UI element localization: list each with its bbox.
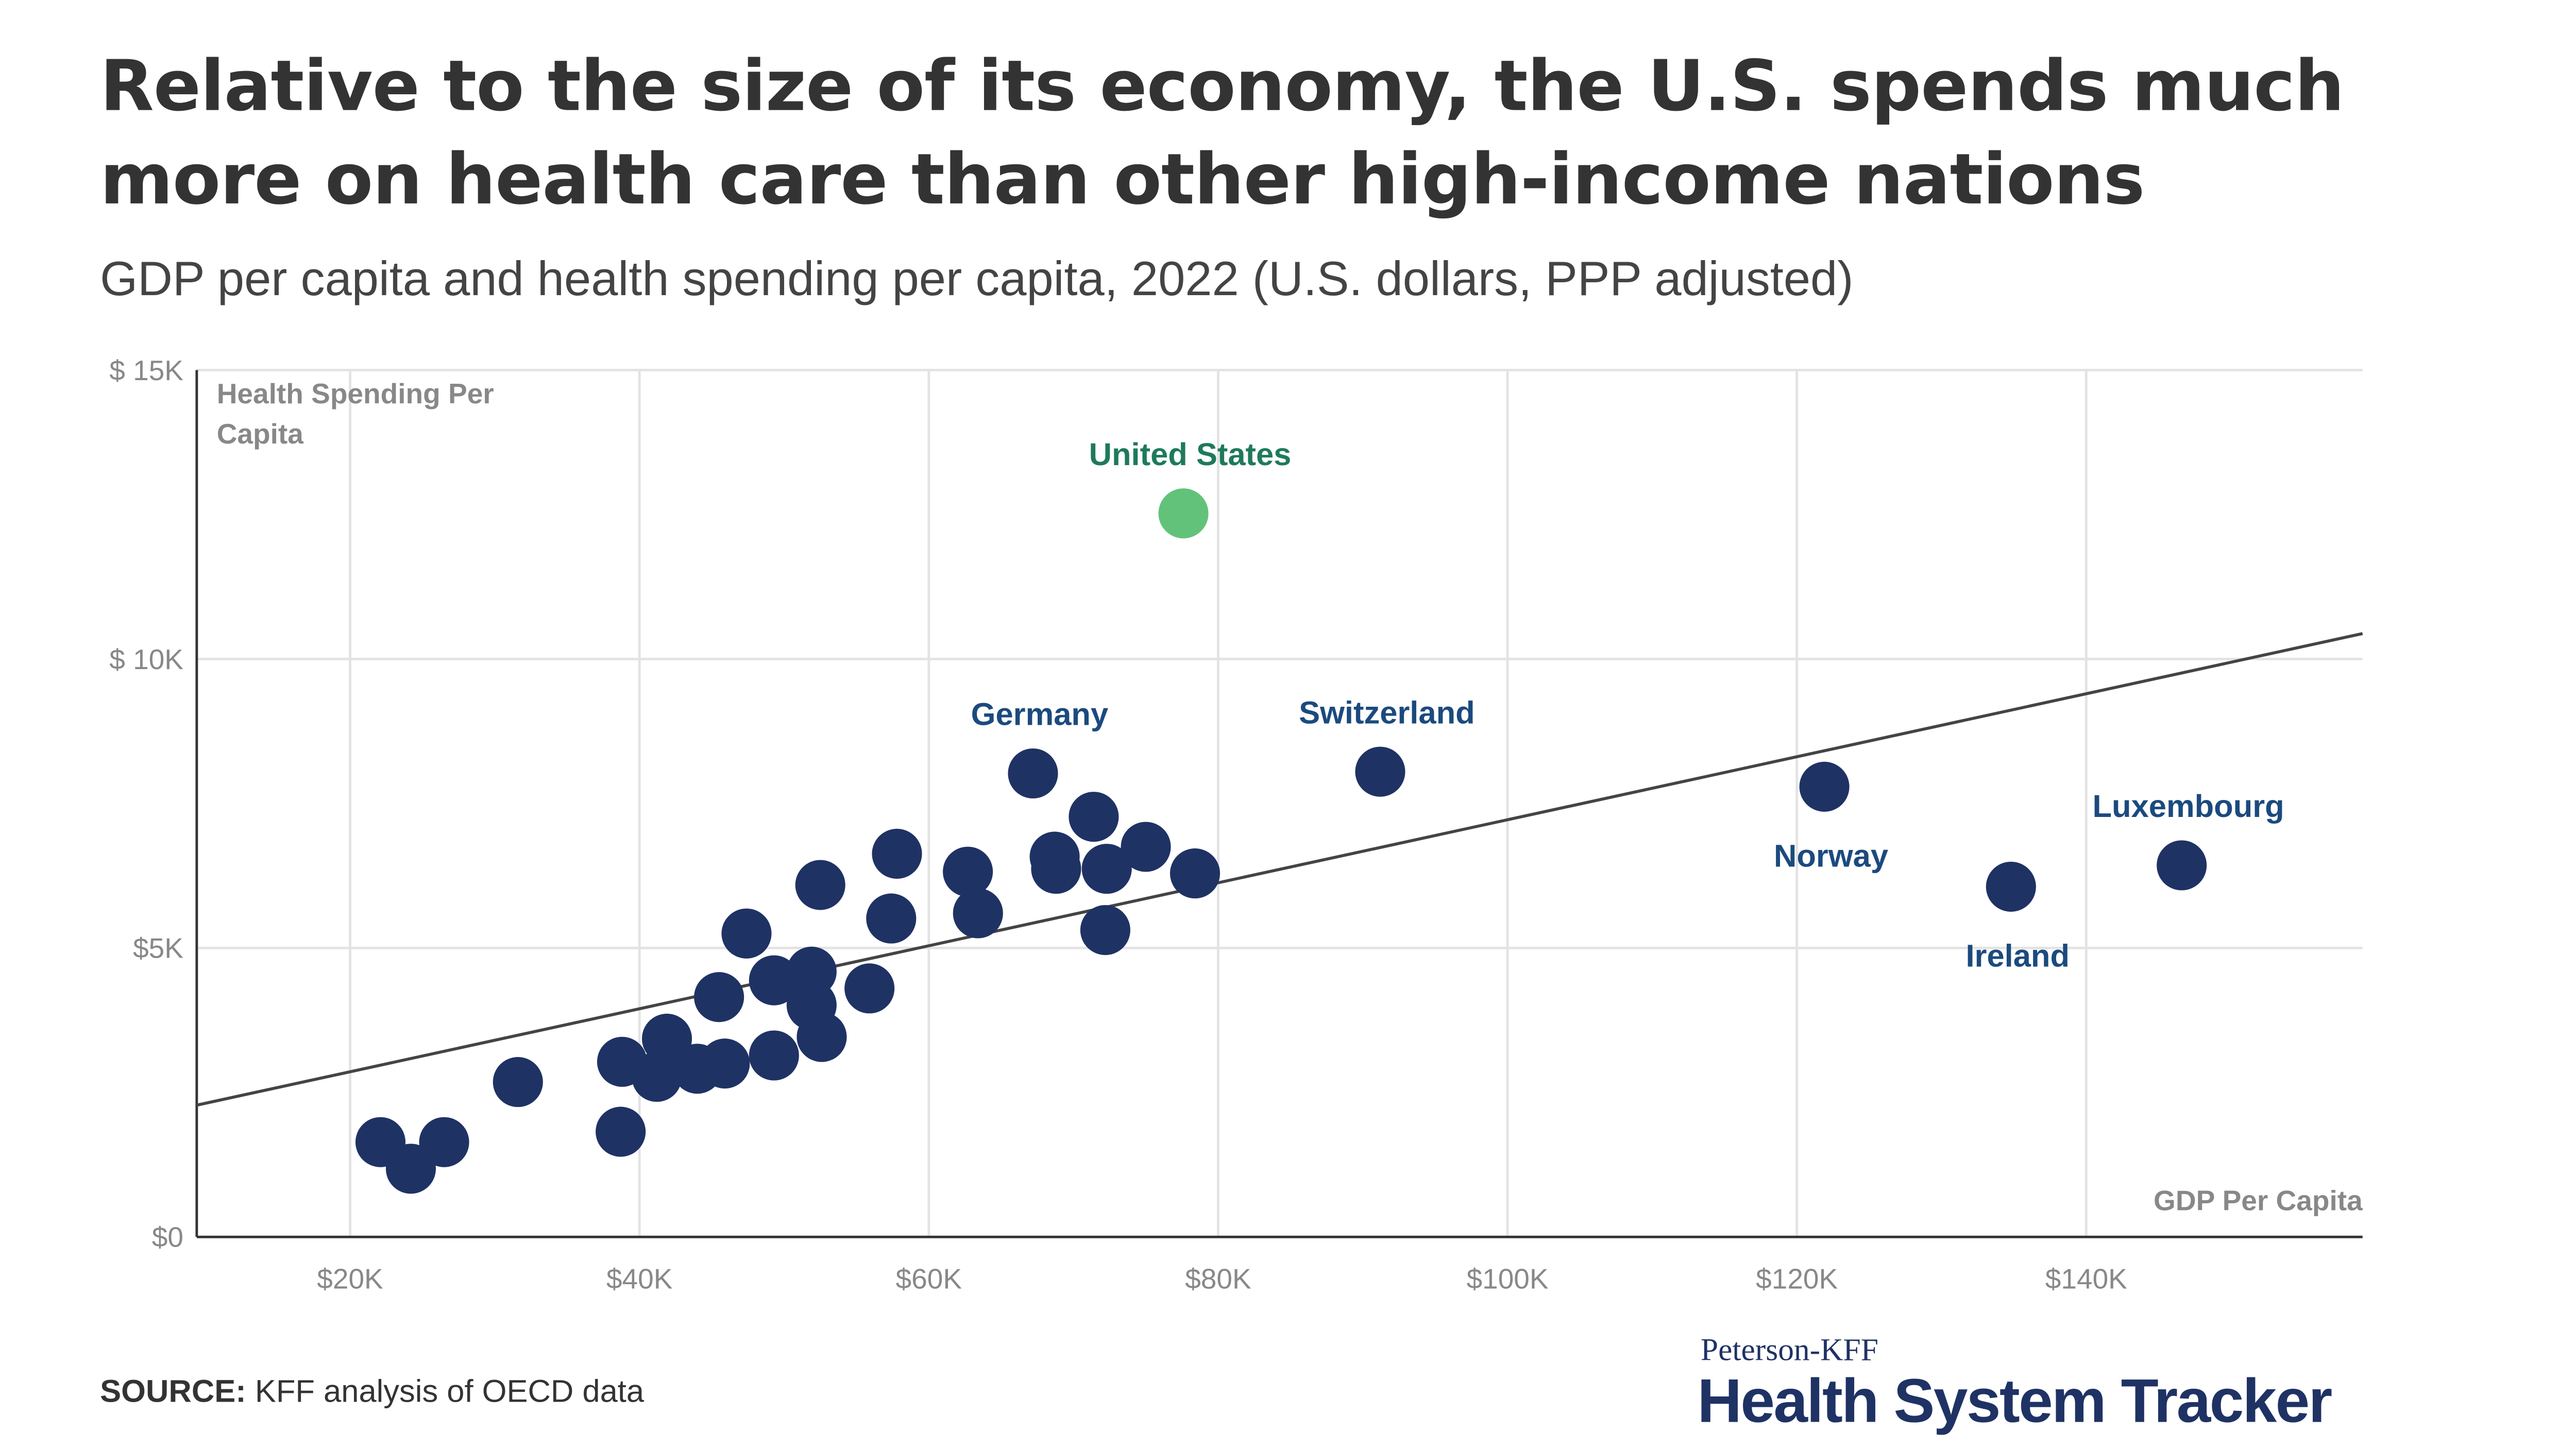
point-label: United States	[1089, 437, 1292, 472]
point	[943, 846, 993, 897]
point	[1069, 792, 1119, 842]
point	[1170, 848, 1221, 899]
point	[1008, 748, 1058, 799]
point-label: Switzerland	[1299, 695, 1475, 730]
point	[749, 955, 799, 1005]
point	[1080, 905, 1130, 956]
chart-title: Relative to the size of its economy, the…	[100, 45, 2344, 220]
point-label: Germany	[971, 697, 1109, 732]
x-tick-label: $120K	[1756, 1263, 1838, 1295]
source: SOURCE: KFF analysis of OECD data	[100, 1375, 644, 1412]
point	[700, 1038, 750, 1089]
point	[749, 1030, 799, 1081]
point	[844, 963, 895, 1014]
y-tick-label: $ 10K	[109, 643, 183, 675]
point	[1121, 822, 1171, 872]
x-tick-label: $140K	[2045, 1263, 2127, 1295]
point	[385, 1144, 436, 1194]
point-label: Norway	[1774, 839, 1888, 874]
x-tick-label: $100K	[1467, 1263, 1549, 1295]
point	[419, 1117, 469, 1167]
point	[796, 1012, 847, 1062]
point-label: Luxembourg	[2093, 789, 2284, 824]
point	[1355, 746, 1405, 797]
point	[641, 1013, 692, 1064]
trend-line	[196, 632, 2363, 1107]
point	[953, 888, 1003, 939]
point	[694, 972, 744, 1022]
y-tick-label: $5K	[133, 932, 183, 964]
x-tick-label: $60K	[896, 1263, 962, 1295]
point	[632, 1051, 682, 1102]
x-tick-label: $20K	[317, 1263, 383, 1295]
point	[1799, 761, 1850, 812]
point	[1986, 861, 2036, 912]
point	[1031, 844, 1081, 894]
point	[2157, 840, 2207, 891]
point	[866, 893, 917, 944]
x-tick-label: $40K	[606, 1263, 673, 1295]
source-text: KFF analysis of OECD data	[255, 1375, 645, 1410]
point	[795, 860, 845, 910]
point	[596, 1106, 646, 1157]
y-axis-title: Health Spending Per Capita	[216, 378, 494, 450]
x-tick-label: $80K	[1185, 1263, 1251, 1295]
point	[872, 828, 922, 879]
x-axis-title: GDP Per Capita	[2154, 1185, 2363, 1217]
y-tick-label: $0	[152, 1221, 183, 1253]
point	[1081, 844, 1132, 894]
source-label: SOURCE:	[100, 1375, 246, 1410]
point-label: Ireland	[1965, 939, 2070, 974]
chart-subtitle: GDP per capita and health spending per c…	[100, 253, 1854, 307]
point	[1158, 488, 1209, 539]
y-tick-label: $ 15K	[109, 354, 183, 386]
logo-name: Health System Tracker	[1697, 1367, 2332, 1436]
logo-top: Peterson-KFF	[1700, 1333, 1878, 1369]
point	[721, 908, 772, 959]
point	[493, 1057, 543, 1107]
